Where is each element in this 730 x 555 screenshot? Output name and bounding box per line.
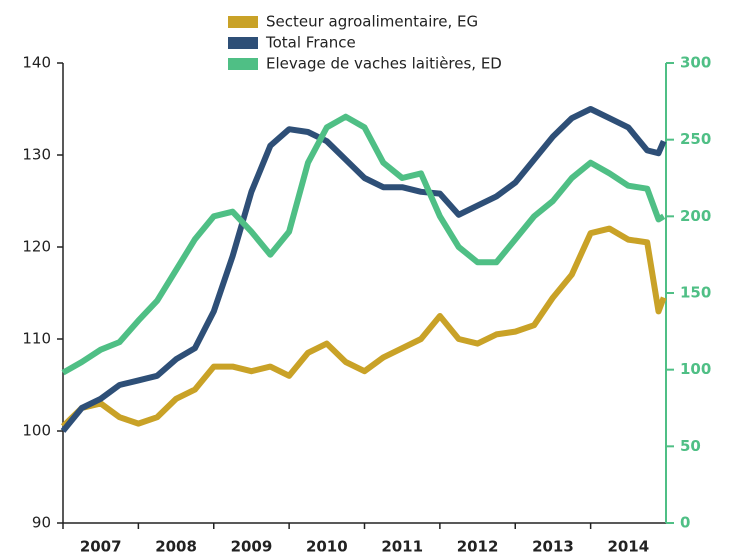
y2-tick-label: 50 (680, 437, 701, 455)
y-tick-label: 130 (22, 146, 51, 164)
legend-swatch (228, 16, 258, 28)
y2-tick-label: 200 (680, 207, 711, 225)
series-line (60, 225, 667, 429)
legend-swatch (228, 37, 258, 49)
x-tick-label: 2007 (80, 538, 122, 555)
y2-tick-label: 0 (680, 514, 690, 532)
legend-swatch (228, 58, 258, 70)
x-tick-label: 2010 (306, 538, 348, 555)
y2-tick-label: 250 (680, 130, 711, 148)
series-line (61, 113, 666, 376)
legend-label: Secteur agroalimentaire, EG (266, 13, 478, 31)
x-tick-label: 2013 (532, 538, 574, 555)
y-tick-label: 90 (32, 514, 51, 532)
x-tick-label: 2008 (155, 538, 197, 555)
legend-label: Total France (265, 34, 356, 52)
y-tick-label: 100 (22, 422, 51, 440)
x-tick-label: 2011 (381, 538, 423, 555)
x-tick-label: 2009 (231, 538, 273, 555)
x-tick-label: 2012 (457, 538, 499, 555)
y-tick-label: 140 (22, 54, 51, 72)
y-tick-label: 120 (22, 238, 51, 256)
x-tick-label: 2014 (607, 538, 649, 555)
legend-label: Elevage de vaches laitières, ED (266, 55, 502, 73)
y2-tick-label: 100 (680, 360, 711, 378)
y2-tick-label: 300 (680, 54, 711, 72)
y2-tick-label: 150 (680, 284, 711, 302)
series-line (60, 106, 667, 433)
y-tick-label: 110 (22, 330, 51, 348)
